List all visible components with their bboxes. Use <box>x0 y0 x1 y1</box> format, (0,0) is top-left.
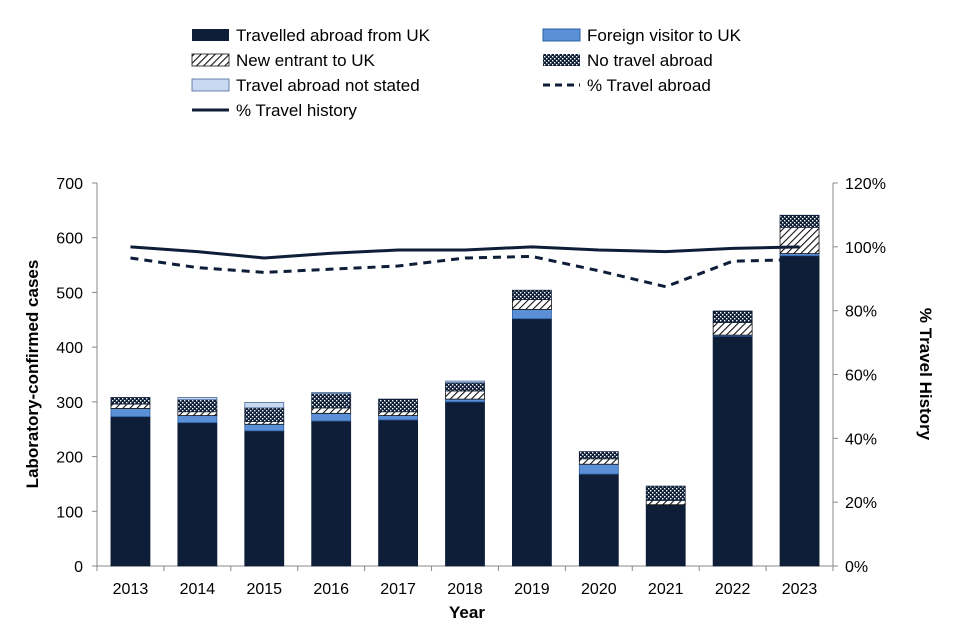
legend-label-no-travel: No travel abroad <box>587 51 713 70</box>
legend-swatch-foreign-visitor <box>542 28 581 42</box>
bar-segment-diagonal <box>110 403 151 409</box>
legend-label-travelled-abroad: Travelled abroad from UK <box>236 26 431 45</box>
bar-segment-dots <box>578 451 619 460</box>
legend-swatch-not-stated <box>191 78 230 92</box>
bar-segment-diagonal <box>311 407 352 414</box>
bar-segment-solid-blue <box>311 412 352 422</box>
bar-segment-solid-blue <box>244 423 285 432</box>
x-tick-label: 2020 <box>581 581 617 598</box>
x-axis-title: Year <box>449 603 485 622</box>
legend-swatch-travelled-abroad <box>192 29 229 41</box>
bar-segment-solid-blue <box>512 308 552 320</box>
bar-segment-solid-dark <box>311 420 352 567</box>
y2-tick-label: 20% <box>845 495 877 512</box>
bar-segment-solid-blue <box>578 463 619 475</box>
bar-segment-dots <box>645 485 686 501</box>
x-tick-label: 2019 <box>514 581 550 598</box>
legend-swatch-no-travel <box>543 54 580 66</box>
x-tick-label: 2017 <box>380 581 416 598</box>
legend-label-pct-travel-abroad: % Travel abroad <box>587 76 711 95</box>
bar-segment-diagonal <box>378 411 418 416</box>
y-tick-label: 500 <box>56 285 83 302</box>
bar-segment-dots <box>779 214 820 228</box>
bar-segment-diagonal <box>177 411 218 416</box>
legend-label-new-entrant: New entrant to UK <box>236 51 376 70</box>
bar-segment-solid-dark <box>110 416 151 567</box>
bar-segment-diagonal <box>712 322 753 336</box>
bar-segment-solid-dark <box>378 419 418 567</box>
y-tick-label: 0 <box>74 559 83 576</box>
bar-segment-solid-dark <box>244 430 285 567</box>
bar-segment-dots <box>378 398 418 413</box>
bar-segment-solid-dark <box>512 318 552 567</box>
bar-segment-solid-blue <box>445 398 485 403</box>
bar-segment-dots <box>244 407 285 422</box>
legend: Travelled abroad from UK Foreign visitor… <box>191 26 742 120</box>
bar-segment-light-blue <box>445 380 485 384</box>
x-tick-label: 2022 <box>715 581 751 598</box>
plot-area: 0 100 200 300 400 500 600 700 0% 20% 40% 60% 80% 100%… <box>56 176 886 598</box>
bar-segment-dots <box>712 310 753 323</box>
y-tick-label: 600 <box>56 231 83 248</box>
bar-segment-diagonal <box>512 299 552 310</box>
bar-segment-solid-dark <box>445 401 485 567</box>
y2-tick-label: 80% <box>845 304 877 321</box>
y2-axis-title: % Travel History <box>916 308 935 441</box>
bar-segment-solid-blue <box>110 408 151 418</box>
y-tick-label: 200 <box>56 450 83 467</box>
y-tick-label: 400 <box>56 340 83 357</box>
legend-swatch-new-entrant <box>191 53 230 67</box>
bar-segment-solid-blue <box>177 415 218 424</box>
y2-tick-label: 0% <box>845 559 868 576</box>
y2-tick-label: 100% <box>845 240 886 257</box>
y2-tick-label: 40% <box>845 431 877 448</box>
bar-segment-diagonal <box>779 226 820 254</box>
bar-segment-solid-dark <box>645 504 686 567</box>
line-series-pct-travel-abroad <box>130 254 800 289</box>
y-tick-label: 100 <box>56 504 83 521</box>
bar-segment-light-blue <box>244 402 285 409</box>
bar-segment-diagonal <box>244 421 285 425</box>
y2-tick-label: 120% <box>845 176 886 193</box>
legend-label-not-stated: Travel abroad not stated <box>236 76 420 95</box>
legend-item-pct-travel-abroad: % Travel abroad <box>543 76 711 95</box>
bar-segment-solid-dark <box>712 335 753 567</box>
legend-item-pct-travel-history: % Travel history <box>192 101 357 120</box>
y-axis-title: Laboratory-confirmed cases <box>23 260 42 489</box>
bar-segment-dots <box>311 393 352 409</box>
bar-segment-solid-dark <box>578 473 619 567</box>
y2-tick-label: 60% <box>845 368 877 385</box>
bar-segment-light-blue <box>177 397 218 401</box>
legend-label-pct-travel-history: % Travel history <box>236 101 357 120</box>
legend-item-no-travel: No travel abroad <box>543 51 713 70</box>
x-tick-label: 2018 <box>447 581 483 598</box>
bar-segment-dots <box>110 397 151 405</box>
legend-item-new-entrant: New entrant to UK <box>191 51 376 70</box>
bar-segment-dots <box>177 399 218 413</box>
y-tick-label: 700 <box>56 176 83 193</box>
x-tick-label: 2013 <box>113 581 149 598</box>
x-tick-label: 2023 <box>782 581 818 598</box>
y-tick-label: 300 <box>56 395 83 412</box>
legend-item-foreign-visitor: Foreign visitor to UK <box>542 26 742 45</box>
bar-segment-solid-dark <box>177 422 218 567</box>
legend-item-travelled-abroad: Travelled abroad from UK <box>192 26 431 45</box>
bar-segment-diagonal <box>645 499 686 506</box>
bar-segment-solid-blue <box>378 415 418 421</box>
line-series-pct-travel-history <box>130 245 800 260</box>
bar-segment-solid-dark <box>779 255 820 567</box>
bar-segment-diagonal <box>445 390 485 400</box>
bar-segment-light-blue <box>311 392 352 395</box>
bar-segment-dots <box>512 289 552 300</box>
x-tick-label: 2014 <box>180 581 216 598</box>
x-tick-label: 2015 <box>246 581 282 598</box>
x-tick-label: 2016 <box>313 581 349 598</box>
bar-segment-diagonal <box>578 458 619 465</box>
legend-item-not-stated: Travel abroad not stated <box>191 76 420 95</box>
x-tick-label: 2021 <box>648 581 684 598</box>
legend-label-foreign-visitor: Foreign visitor to UK <box>587 26 742 45</box>
bar-segment-dots <box>445 382 485 392</box>
